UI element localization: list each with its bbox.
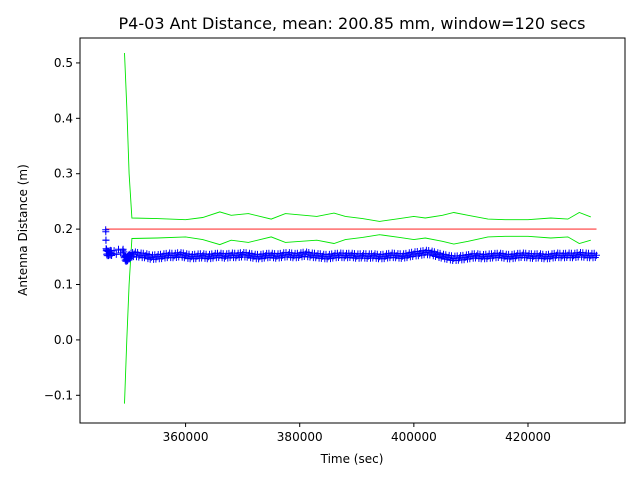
x-tick-label: 400000 [391, 430, 437, 444]
series-markers-3 [102, 226, 600, 265]
series-line-1 [124, 52, 591, 222]
chart-title: P4-03 Ant Distance, mean: 200.85 mm, win… [119, 14, 586, 33]
data-point [102, 236, 110, 244]
y-tick-label: 0.5 [54, 56, 73, 70]
x-axis-label: Time (sec) [320, 452, 384, 466]
data-point [437, 254, 445, 262]
data-point [112, 250, 120, 258]
x-tick-label: 380000 [277, 430, 323, 444]
y-axis-label: Antenna Distance (m) [16, 164, 30, 296]
y-tick-label: −0.1 [44, 388, 73, 402]
data-point [102, 228, 110, 236]
y-tick-label: 0.1 [54, 278, 73, 292]
series-line-2 [124, 234, 591, 404]
y-tick-label: 0.0 [54, 333, 73, 347]
y-axis-ticks: −0.1 0.0 0.1 0.2 0.3 0.4 0.5 [44, 56, 80, 402]
y-tick-label: 0.3 [54, 167, 73, 181]
data-point [110, 247, 118, 255]
x-tick-label: 420000 [505, 430, 551, 444]
y-tick-label: 0.4 [54, 111, 73, 125]
y-tick-label: 0.2 [54, 222, 73, 236]
data-point [593, 251, 600, 259]
plot-area-frame [79, 37, 626, 424]
series-layer [102, 52, 600, 404]
x-tick-label: 360000 [163, 430, 209, 444]
x-axis-ticks: 360000 380000 400000 420000 [163, 423, 551, 444]
